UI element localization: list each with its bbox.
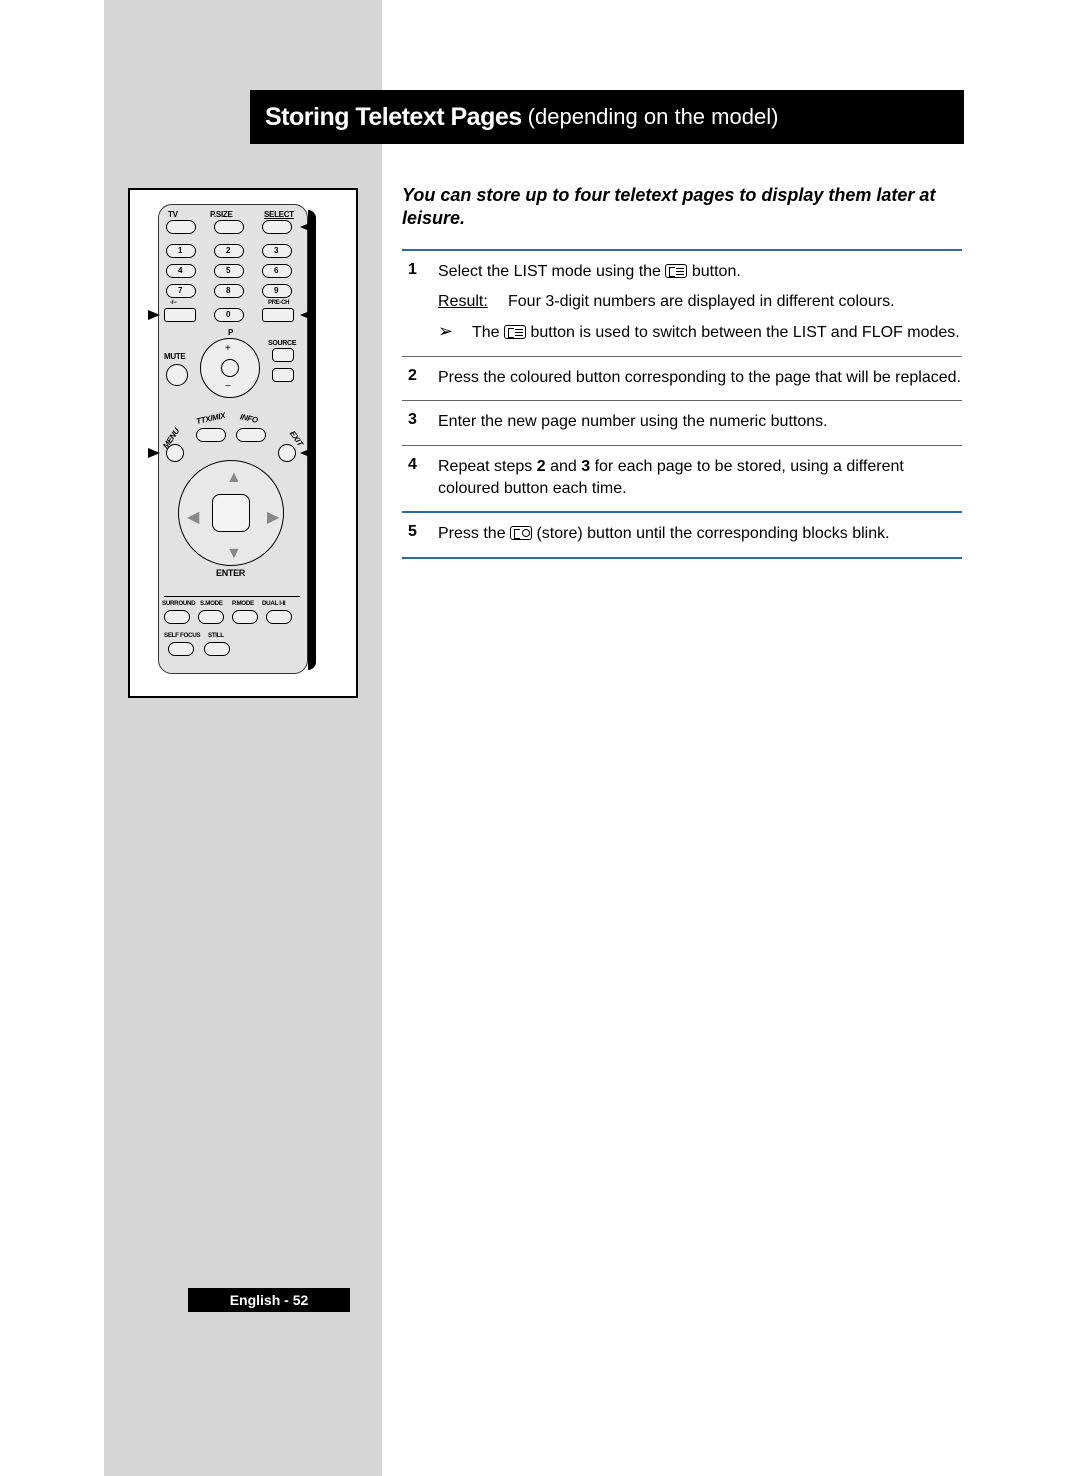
- manual-page: Storing Teletext Pages (depending on the…: [0, 0, 1080, 1476]
- remote-btn: [168, 642, 194, 656]
- remote-btn: [232, 610, 258, 624]
- remote-btn: [198, 610, 224, 624]
- step-text: button.: [687, 263, 740, 280]
- remote-btn-mute: [166, 364, 188, 386]
- remote-label: DUAL I-II: [262, 600, 285, 607]
- remote-digit: 5: [226, 266, 230, 275]
- remote-digit: 3: [274, 246, 278, 255]
- remote-btn: [164, 610, 190, 624]
- step-text: Press the: [438, 525, 510, 542]
- remote-digit: 4: [178, 266, 182, 275]
- result-text: Four 3-digit numbers are displayed in di…: [508, 291, 895, 313]
- step-number: 4: [402, 456, 438, 499]
- step-text: Press the coloured button corresponding …: [438, 369, 961, 386]
- step-text: Enter the new page number using the nume…: [438, 413, 828, 430]
- section-title-sub: (depending on the model): [528, 104, 779, 130]
- remote-btn: [196, 428, 226, 442]
- remote-dpad: ▲ ▼ ◀ ▶: [178, 460, 284, 566]
- remote-btn: [262, 220, 292, 234]
- remote-label: -/--: [170, 300, 176, 306]
- pointer-icon: [300, 448, 312, 458]
- remote-btn: [236, 428, 266, 442]
- step-text: and: [546, 458, 582, 475]
- remote-btn: [164, 308, 196, 322]
- intro-text: You can store up to four teletext pages …: [402, 184, 962, 229]
- result-label: Result:: [438, 291, 508, 313]
- step-text: Repeat steps: [438, 458, 537, 475]
- remote-digit: 0: [226, 310, 230, 319]
- pointer-icon: [148, 310, 160, 320]
- step-bold: 2: [537, 458, 546, 475]
- step-body: Enter the new page number using the nume…: [438, 411, 962, 433]
- remote-digit: 9: [274, 286, 278, 295]
- step-2: 2 Press the coloured button correspondin…: [402, 356, 962, 401]
- remote-label: S.MODE: [200, 600, 223, 607]
- remote-digit: 7: [178, 286, 182, 295]
- step-body: Press the coloured button corresponding …: [438, 367, 962, 389]
- list-icon: [504, 325, 526, 339]
- pointer-icon: [300, 310, 312, 320]
- remote-label: MUTE: [164, 352, 185, 361]
- remote-label-select: SELECT: [264, 210, 294, 219]
- remote-digit: 1: [178, 246, 182, 255]
- remote-btn: [204, 642, 230, 656]
- list-icon: [665, 264, 687, 278]
- remote-label: P.MODE: [232, 600, 254, 607]
- remote-digit: 8: [226, 286, 230, 295]
- remote-btn: [166, 444, 184, 462]
- step-body: Repeat steps 2 and 3 for each page to be…: [438, 456, 962, 499]
- remote-btn: [166, 220, 196, 234]
- remote-btn: [214, 220, 244, 234]
- step-number: 2: [402, 367, 438, 389]
- pointer-icon: [300, 222, 312, 232]
- section-title-bar: Storing Teletext Pages (depending on the…: [250, 90, 964, 144]
- remote-label: PRE-CH: [268, 300, 289, 306]
- step-number: 1: [402, 261, 438, 344]
- step-bold: 3: [581, 458, 590, 475]
- remote-btn: [272, 368, 294, 382]
- remote-btn: [266, 610, 292, 624]
- page-footer-badge: English - 52: [188, 1288, 350, 1312]
- step-text: (store) button until the corresponding b…: [532, 525, 890, 542]
- section-title-main: Storing Teletext Pages: [265, 103, 522, 132]
- step-body: Press the (store) button until the corre…: [438, 523, 962, 545]
- pointer-icon: [148, 448, 160, 458]
- remote-digit: 2: [226, 246, 230, 255]
- remote-btn-source: [272, 348, 294, 362]
- step-body: Select the LIST mode using the button. R…: [438, 261, 962, 344]
- remote-illustration: TV P.SIZE SELECT 1 2 3 4 5 6 7 8: [128, 188, 358, 698]
- content-area: You can store up to four teletext pages …: [402, 184, 962, 559]
- remote-digit: 6: [274, 266, 278, 275]
- remote-btn: [278, 444, 296, 462]
- store-icon: [510, 526, 532, 540]
- step-3: 3 Enter the new page number using the nu…: [402, 400, 962, 445]
- remote-label-psize: P.SIZE: [210, 210, 233, 219]
- remote-label: SURROUND: [162, 600, 195, 607]
- step-4: 4 Repeat steps 2 and 3 for each page to …: [402, 445, 962, 511]
- remote-label-enter: ENTER: [216, 568, 245, 578]
- remote-label: SOURCE: [268, 340, 296, 347]
- remote-label-tv: TV: [168, 210, 178, 219]
- step-5: 5 Press the (store) button until the cor…: [402, 511, 962, 559]
- step-number: 3: [402, 411, 438, 433]
- step-text: Select the LIST mode using the: [438, 263, 665, 280]
- remote-rocker: + −: [200, 338, 260, 398]
- remote-label: P: [228, 328, 233, 337]
- step-1: 1 Select the LIST mode using the button.…: [402, 249, 962, 356]
- remote-label: STILL: [208, 632, 224, 639]
- note-text: The button is used to switch between the…: [472, 322, 960, 344]
- note-arrow-icon: ➢: [438, 322, 472, 340]
- remote-label: SELF FOCUS: [164, 632, 200, 639]
- step-number: 5: [402, 523, 438, 545]
- remote-btn: [262, 308, 294, 322]
